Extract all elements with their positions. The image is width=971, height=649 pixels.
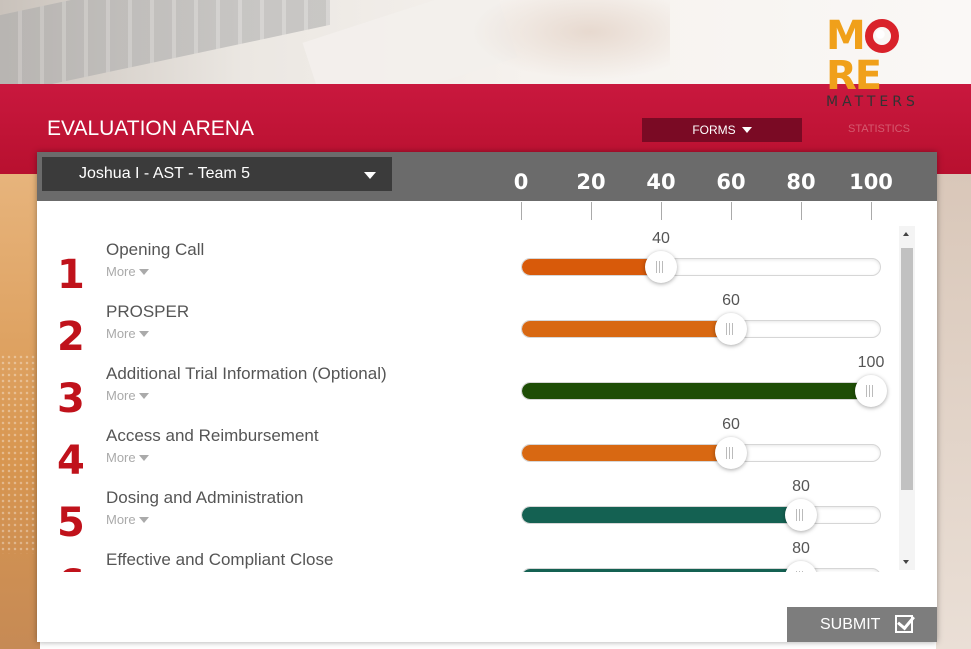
more-toggle[interactable]: More	[106, 512, 149, 527]
side-decoration-left	[0, 174, 40, 649]
score-value: 80	[792, 540, 810, 557]
side-decoration-right	[936, 174, 971, 649]
scale-tick	[871, 202, 872, 220]
chevron-down-icon	[138, 455, 149, 461]
score-slider-fill	[522, 569, 810, 572]
score-slider-thumb[interactable]	[715, 313, 747, 345]
more-toggle[interactable]: More	[106, 264, 149, 279]
criterion-row: 2 PROSPER More 60	[37, 292, 897, 364]
criterion-row: 5 Dosing and Administration More 80	[37, 478, 897, 550]
criterion-number: 3	[57, 376, 85, 422]
scale-tick	[591, 202, 592, 220]
logo-matters: MATTERS	[826, 94, 919, 110]
score-slider-fill	[522, 445, 740, 461]
scale-label: 0	[513, 170, 529, 194]
criterion-label: PROSPER	[106, 302, 190, 321]
chevron-down-icon	[138, 331, 149, 337]
checkbox-check-icon	[895, 615, 913, 633]
scale-tick	[521, 202, 522, 220]
chevron-down-icon	[741, 127, 752, 133]
chevron-down-icon	[364, 172, 376, 179]
scroll-down-icon[interactable]	[903, 560, 909, 564]
criterion-number: 4	[57, 438, 85, 484]
more-label: More	[106, 326, 136, 341]
score-slider-track[interactable]	[521, 568, 881, 572]
more-toggle[interactable]: More	[106, 326, 149, 341]
criterion-number: 2	[57, 314, 85, 360]
criterion-label: Effective and Compliant Close	[106, 550, 334, 569]
submit-button[interactable]: SUBMIT	[787, 607, 937, 642]
scale-tick	[731, 202, 732, 220]
criterion-row: 1 Opening Call More 40	[37, 230, 897, 302]
scrollbar[interactable]	[899, 226, 915, 570]
more-label: More	[106, 450, 136, 465]
laptop-image	[0, 0, 330, 90]
score-slider-track[interactable]	[521, 506, 881, 524]
scale-label: 40	[646, 170, 676, 194]
score-value: 60	[722, 416, 740, 433]
score-slider-track[interactable]	[521, 444, 881, 462]
more-label: More	[106, 388, 136, 403]
hand-image	[470, 0, 670, 80]
criterion-label: Access and Reimbursement	[106, 426, 319, 445]
criterion-label: Opening Call	[106, 240, 205, 259]
evaluation-panel: Joshua I - AST - Team 5 0 20 40 60 80 100 1 Op…	[37, 152, 937, 642]
score-slider-fill	[522, 259, 670, 275]
more-label: More	[106, 264, 136, 279]
score-value: 80	[792, 478, 810, 495]
more-matters-logo: MRE MATTERS	[826, 16, 951, 110]
submit-label: SUBMIT	[820, 616, 881, 633]
forms-menu-button[interactable]: FORMS	[642, 118, 802, 142]
score-slider-thumb[interactable]	[785, 561, 817, 572]
page-title: EVALUATION ARENA	[47, 117, 254, 140]
score-slider-fill	[522, 383, 880, 399]
criterion-row: 6Effective and Compliant CloseMore80	[37, 540, 897, 572]
trainee-select-value: Joshua I - AST - Team 5	[79, 165, 251, 182]
forms-label: FORMS	[692, 123, 736, 137]
score-value: 40	[652, 230, 670, 247]
criterion-row: 3 Additional Trial Information (Optional)…	[37, 354, 897, 426]
criteria-list: 1 Opening Call More 40 2 PROSPER More 60 3 Additi…	[37, 220, 897, 572]
score-slider-track[interactable]	[521, 320, 881, 338]
chevron-down-icon	[138, 517, 149, 523]
score-slider-fill	[522, 507, 810, 523]
score-slider-thumb[interactable]	[855, 375, 887, 407]
criterion-number: 1	[57, 252, 85, 298]
criterion-row: 4 Access and Reimbursement More 60	[37, 416, 897, 488]
score-value: 100	[857, 354, 885, 371]
statistics-link[interactable]: STATISTICS	[848, 123, 910, 135]
scroll-up-icon[interactable]	[903, 232, 909, 236]
score-slider-thumb[interactable]	[715, 437, 747, 469]
more-toggle[interactable]: More	[106, 450, 149, 465]
more-label: More	[106, 512, 136, 527]
scale-label: 80	[786, 170, 816, 194]
scroll-thumb[interactable]	[901, 248, 913, 490]
criterion-number: 6	[57, 562, 85, 572]
criterion-number: 5	[57, 500, 85, 546]
panel-header: Joshua I - AST - Team 5 0 20 40 60 80 100	[37, 152, 937, 201]
score-slider-fill	[522, 321, 740, 337]
criterion-label: Dosing and Administration	[106, 488, 304, 507]
scale-label: 20	[576, 170, 606, 194]
logo-more: MRE	[826, 16, 951, 96]
chevron-down-icon	[138, 269, 149, 275]
more-toggle[interactable]: More	[106, 388, 149, 403]
score-slider-thumb[interactable]	[785, 499, 817, 531]
score-slider-track[interactable]	[521, 382, 881, 400]
score-slider-track[interactable]	[521, 258, 881, 276]
score-value: 60	[722, 292, 740, 309]
criterion-label: Additional Trial Information (Optional)	[106, 364, 387, 383]
scale-label: 100	[849, 170, 893, 194]
scale-label: 60	[716, 170, 746, 194]
trainee-select[interactable]: Joshua I - AST - Team 5	[42, 157, 392, 191]
chevron-down-icon	[138, 393, 149, 399]
scale-tick	[661, 202, 662, 220]
header-background-photo	[0, 0, 971, 90]
score-slider-thumb[interactable]	[645, 251, 677, 283]
scale-tick	[801, 202, 802, 220]
